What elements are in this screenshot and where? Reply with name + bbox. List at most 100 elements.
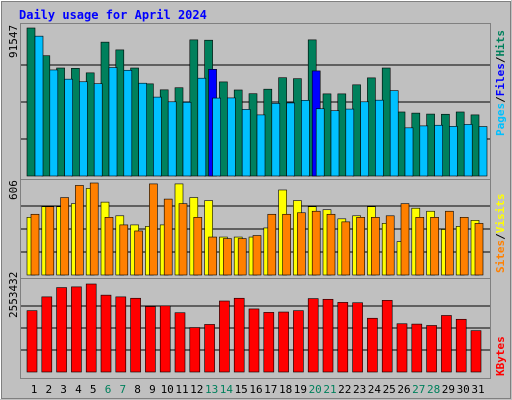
- x-tick-day-7: 7: [119, 383, 126, 396]
- legend-kbytes: KBytes: [494, 336, 507, 376]
- x-tick-day-17: 17: [264, 383, 277, 396]
- x-tick-day-22: 22: [338, 383, 351, 396]
- bar-kbytes-day-18: [278, 311, 289, 373]
- bar-sites-day-1: [30, 213, 40, 276]
- bar-sites-day-26: [400, 203, 410, 276]
- bar-sites-day-30: [459, 217, 469, 276]
- bar-kbytes-day-22: [337, 302, 349, 373]
- x-tick-day-14: 14: [220, 383, 234, 396]
- bar-sites-day-6: [104, 217, 114, 276]
- x-tick-day-11: 11: [175, 383, 188, 396]
- x-tick-day-6: 6: [105, 383, 112, 396]
- x-tick-day-20: 20: [309, 383, 322, 396]
- bar-pages-day-19: [301, 100, 310, 177]
- bar-pages-day-4: [79, 81, 88, 177]
- bar-kbytes-day-14: [219, 300, 230, 373]
- bar-sites-day-3: [60, 197, 69, 276]
- x-tick-day-30: 30: [457, 383, 470, 396]
- panel-bottom-frame: [20, 278, 491, 379]
- bar-sites-day-5: [89, 182, 99, 276]
- bar-kbytes-day-6: [100, 294, 112, 373]
- bar-pages-day-11: [182, 101, 192, 177]
- x-tick-day-10: 10: [161, 383, 174, 396]
- bottom-ymax-label: 2553432: [7, 272, 20, 318]
- bar-sites-day-18: [282, 213, 291, 276]
- bar-pages-day-26: [404, 127, 414, 177]
- x-tick-day-15: 15: [235, 383, 248, 396]
- bar-kbytes-day-2: [41, 296, 53, 373]
- x-tick-day-1: 1: [31, 383, 38, 396]
- top-ymax-label: 91547: [7, 25, 20, 58]
- bar-pages-day-28: [434, 124, 443, 177]
- bar-sites-day-25: [385, 215, 395, 276]
- x-tick-day-25: 25: [383, 383, 396, 396]
- bar-kbytes-day-29: [441, 315, 452, 373]
- bar-kbytes-day-1: [26, 310, 38, 373]
- bar-pages-day-2: [49, 69, 59, 177]
- bar-pages-day-31: [478, 126, 488, 177]
- bar-pages-day-3: [64, 78, 73, 177]
- x-tick-day-27: 27: [412, 383, 425, 396]
- bar-kbytes-day-30: [455, 318, 467, 373]
- bar-sites-day-7: [119, 224, 129, 276]
- x-tick-day-28: 28: [427, 383, 440, 396]
- legend-separator: /: [494, 96, 507, 103]
- bar-pages-day-30: [463, 124, 473, 177]
- bar-sites-day-27: [415, 217, 425, 276]
- x-tick-day-4: 4: [75, 383, 82, 396]
- x-tick-day-3: 3: [60, 383, 67, 396]
- legend-bottom: KBytes: [494, 336, 507, 376]
- legend-visits: Visits: [494, 194, 507, 234]
- bar-sites-day-29: [445, 210, 454, 276]
- bar-sites-day-4: [75, 185, 84, 276]
- bar-sites-day-11: [178, 203, 188, 276]
- bar-kbytes-day-27: [411, 323, 423, 373]
- bar-sites-day-15: [237, 238, 247, 276]
- bar-kbytes-day-25: [381, 300, 393, 373]
- bar-kbytes-day-13: [204, 324, 215, 373]
- x-tick-day-18: 18: [279, 383, 292, 396]
- legend-files: Files: [494, 63, 507, 96]
- bar-kbytes-day-12: [189, 327, 201, 373]
- bar-sites-day-10: [163, 198, 173, 276]
- bar-kbytes-day-21: [322, 298, 334, 373]
- x-tick-day-9: 9: [149, 383, 156, 396]
- x-tick-day-23: 23: [353, 383, 366, 396]
- bar-pages-day-1: [34, 35, 44, 177]
- bar-pages-day-6: [108, 67, 118, 177]
- bar-sites-day-21: [326, 213, 336, 276]
- bar-kbytes-day-9: [145, 306, 156, 373]
- bar-sites-day-17: [267, 213, 277, 276]
- bar-kbytes-day-10: [159, 305, 171, 373]
- bar-sites-day-14: [223, 238, 232, 276]
- bar-pages-day-17: [271, 103, 281, 177]
- bar-sites-day-28: [430, 217, 439, 276]
- bar-kbytes-day-5: [85, 283, 97, 373]
- bar-pages-day-13: [212, 97, 221, 177]
- x-tick-day-12: 12: [190, 383, 203, 396]
- bar-pages-day-9: [153, 96, 162, 177]
- bar-sites-day-12: [193, 217, 203, 276]
- bar-sites-day-16: [252, 235, 262, 276]
- bar-kbytes-day-24: [367, 317, 378, 373]
- x-tick-day-31: 31: [471, 383, 484, 396]
- x-tick-day-16: 16: [249, 383, 262, 396]
- legend-separator: /: [494, 56, 507, 63]
- bar-kbytes-day-17: [263, 312, 275, 373]
- bar-kbytes-day-3: [56, 287, 67, 373]
- legend-hits: Hits: [494, 30, 507, 57]
- bar-kbytes-day-8: [130, 297, 141, 373]
- bar-kbytes-day-11: [174, 312, 186, 373]
- bar-sites-day-2: [45, 206, 55, 276]
- bar-pages-day-10: [167, 101, 177, 177]
- bar-pages-day-16: [256, 114, 266, 177]
- legend-top: Pages/Files/Hits: [494, 30, 507, 136]
- bar-kbytes-day-19: [293, 310, 304, 373]
- x-tick-day-21: 21: [323, 383, 336, 396]
- bar-sites-day-23: [356, 217, 365, 276]
- bar-hits-day-1: [26, 27, 36, 177]
- bar-pages-day-14: [227, 97, 236, 177]
- bar-pages-day-25: [389, 90, 399, 177]
